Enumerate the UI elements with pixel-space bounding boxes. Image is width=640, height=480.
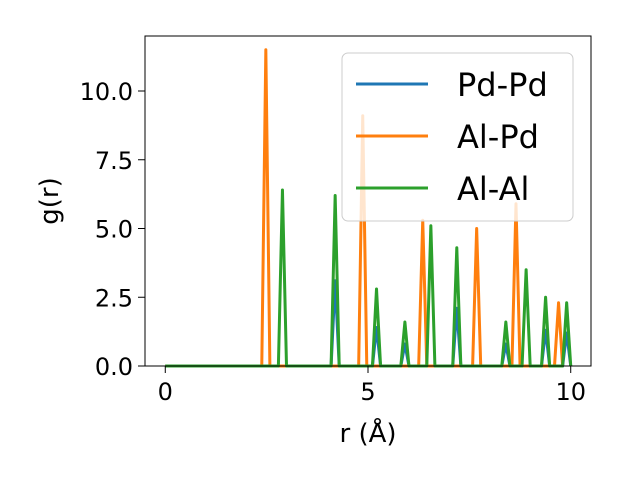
y-tick-label: 7.5 [95,147,133,175]
x-tick-label: 0 [158,378,173,406]
y-tick-label: 5.0 [95,216,133,244]
legend-label-pd-pd: Pd-Pd [457,66,548,104]
legend-label-al-al: Al-Al [457,170,529,208]
y-tick-label: 10.0 [80,78,133,106]
y-axis-ticks: 0.0 2.5 5.0 7.5 10.0 [80,78,145,381]
y-tick-label: 0.0 [95,353,133,381]
legend: Pd-Pd Al-Pd Al-Al [341,52,574,222]
legend-frame [341,52,574,222]
legend-items: Pd-Pd Al-Pd Al-Al [356,66,548,208]
x-tick-label: 5 [360,378,375,406]
legend-label-al-pd: Al-Pd [457,118,539,156]
y-tick-label: 2.5 [95,284,133,312]
y-axis-label: g(r) [35,177,65,224]
x-axis-label: r (Å) [339,417,396,449]
x-axis-ticks: 0 5 10 [158,366,586,406]
x-tick-label: 10 [555,378,586,406]
